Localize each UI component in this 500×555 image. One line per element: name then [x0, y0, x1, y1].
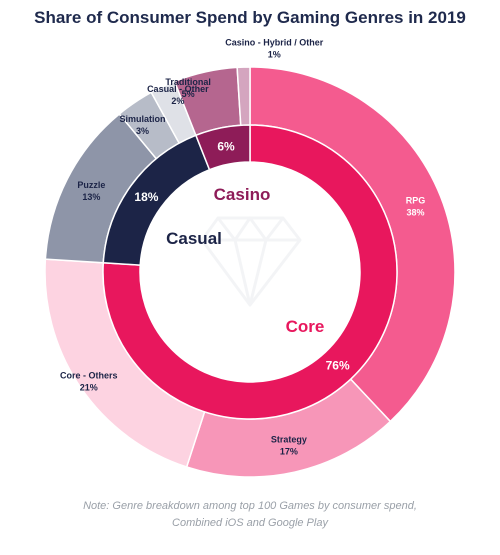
outer-label-simulation: Simulation	[120, 114, 166, 124]
inner-slice-core	[102, 124, 398, 420]
outer-label-casual-other: Casual - Other	[147, 84, 209, 94]
outer-value-strategy: 17%	[280, 447, 298, 457]
group-label-core: Core	[286, 317, 325, 336]
inner-value-casual: 18%	[134, 190, 158, 204]
outer-label-core-others: Core - Others	[60, 371, 118, 381]
diamond-watermark-icon	[200, 216, 302, 307]
group-label-casual: Casual	[166, 229, 222, 248]
outer-label-strategy: Strategy	[271, 435, 307, 445]
inner-slice-casino	[194, 124, 251, 171]
inner-value-casino: 6%	[217, 139, 235, 153]
outer-label-rpg: RPG	[406, 195, 426, 205]
outer-label-puzzle: Puzzle	[77, 180, 105, 190]
inner-ring	[102, 124, 398, 420]
outer-value-casino-hybrid-other: 1%	[268, 49, 281, 59]
outer-value-casual-other: 2%	[171, 96, 184, 106]
outer-value-rpg: 38%	[406, 207, 424, 217]
outer-value-core-others: 21%	[80, 383, 98, 393]
outer-ring	[44, 66, 456, 478]
outer-label-traditional: Traditional	[165, 77, 211, 87]
outer-value-puzzle: 13%	[82, 192, 100, 202]
outer-label-casino-hybrid-other: Casino - Hybrid / Other	[225, 37, 324, 47]
chart-labels: RPG 38% Strategy 17% Core - Others 21% Puzzle 1…	[60, 37, 425, 456]
chart-title: Share of Consumer Spend by Gaming Genres…	[34, 8, 466, 27]
group-label-casino: Casino	[214, 185, 271, 204]
chart-note: Note: Genre breakdown among top 100 Game…	[83, 500, 417, 529]
inner-value-core: 76%	[326, 358, 350, 372]
outer-value-traditional: 5%	[182, 89, 195, 99]
outer-value-simulation: 3%	[136, 126, 149, 136]
